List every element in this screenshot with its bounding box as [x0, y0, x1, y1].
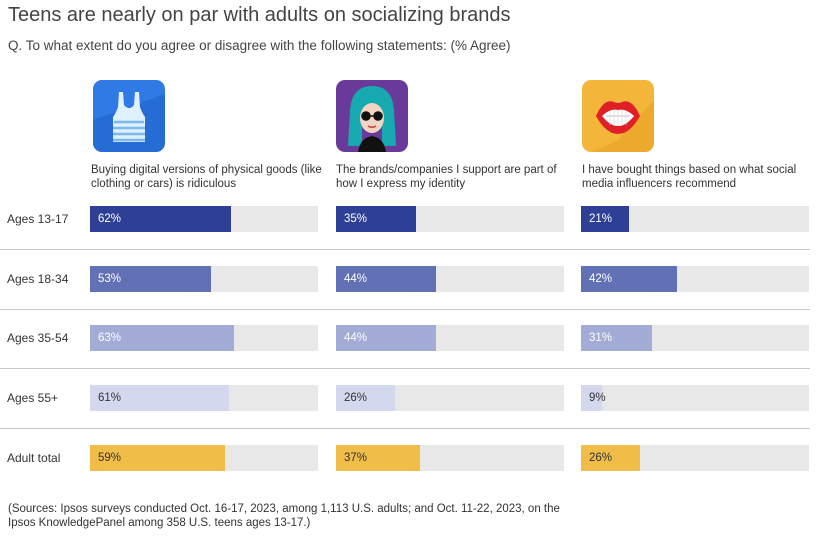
- bar-track: 31%: [581, 325, 809, 351]
- bar-value-label: 62%: [98, 213, 122, 225]
- bar-value-label: 37%: [344, 452, 368, 464]
- chart-title: Teens are nearly on par with adults on s…: [8, 4, 511, 26]
- bar-influencers-ages-35-54: [581, 325, 652, 351]
- row-label-ages-13-17: Ages 13-17: [7, 212, 69, 226]
- row-divider: [0, 249, 810, 250]
- bar-value-label: 61%: [98, 392, 122, 404]
- tank-top-icon: [93, 80, 165, 152]
- source-note: (Sources: Ipsos surveys conducted Oct. 1…: [8, 503, 560, 529]
- woman-sunglasses-icon: [336, 80, 408, 152]
- bar-influencers-ages-55-: [581, 385, 602, 411]
- statement-label-brand-identity: The brands/companies I support are part …: [336, 164, 557, 190]
- bar-value-label: 63%: [98, 332, 122, 344]
- bar-track: 61%: [90, 385, 318, 411]
- bar-track: 26%: [581, 445, 809, 471]
- statement-label-digital-goods: Buying digital versions of physical good…: [91, 164, 322, 190]
- bar-influencers-ages-18-34: [581, 266, 677, 292]
- row-label-ages-18-34: Ages 18-34: [7, 272, 69, 286]
- bar-value-label: 26%: [589, 452, 613, 464]
- bar-value-label: 44%: [344, 273, 368, 285]
- bar-influencers-adult-total: [581, 445, 640, 471]
- bar-value-label: 59%: [98, 452, 122, 464]
- bar-track: 62%: [90, 206, 318, 232]
- bar-digital-goods-adult-total: [90, 445, 225, 471]
- bar-track: 63%: [90, 325, 318, 351]
- bar-value-label: 9%: [589, 392, 606, 404]
- lips-icon: [582, 80, 654, 152]
- bar-track: 44%: [336, 266, 564, 292]
- bar-brand-identity-adult-total: [336, 445, 420, 471]
- bar-brand-identity-ages-55-: [336, 385, 395, 411]
- bar-track: 59%: [90, 445, 318, 471]
- row-label-ages-35-54: Ages 35-54: [7, 331, 69, 345]
- bar-digital-goods-ages-35-54: [90, 325, 234, 351]
- bar-value-label: 21%: [589, 213, 613, 225]
- row-divider: [0, 428, 810, 429]
- chart-subtitle: Q. To what extent do you agree or disagr…: [8, 38, 511, 53]
- row-label-ages-55-: Ages 55+: [7, 391, 59, 405]
- bar-brand-identity-ages-35-54: [336, 325, 436, 351]
- row-divider: [0, 309, 810, 310]
- bar-track: 44%: [336, 325, 564, 351]
- bar-value-label: 53%: [98, 273, 122, 285]
- bar-value-label: 35%: [344, 213, 368, 225]
- bar-track: 35%: [336, 206, 564, 232]
- bar-value-label: 44%: [344, 332, 368, 344]
- bar-brand-identity-ages-13-17: [336, 206, 416, 232]
- bar-track: 9%: [581, 385, 809, 411]
- row-label-adult-total: Adult total: [7, 451, 61, 465]
- bar-track: 26%: [336, 385, 564, 411]
- bar-brand-identity-ages-18-34: [336, 266, 436, 292]
- bar-value-label: 26%: [344, 392, 368, 404]
- statement-label-influencers: I have bought things based on what socia…: [582, 164, 797, 190]
- bar-value-label: 31%: [589, 332, 613, 344]
- row-divider: [0, 368, 810, 369]
- bar-track: 37%: [336, 445, 564, 471]
- bar-digital-goods-ages-13-17: [90, 206, 231, 232]
- bar-influencers-ages-13-17: [581, 206, 629, 232]
- bar-digital-goods-ages-18-34: [90, 266, 211, 292]
- bar-value-label: 42%: [589, 273, 613, 285]
- bar-digital-goods-ages-55-: [90, 385, 229, 411]
- bar-track: 53%: [90, 266, 318, 292]
- bar-track: 42%: [581, 266, 809, 292]
- bar-track: 21%: [581, 206, 809, 232]
